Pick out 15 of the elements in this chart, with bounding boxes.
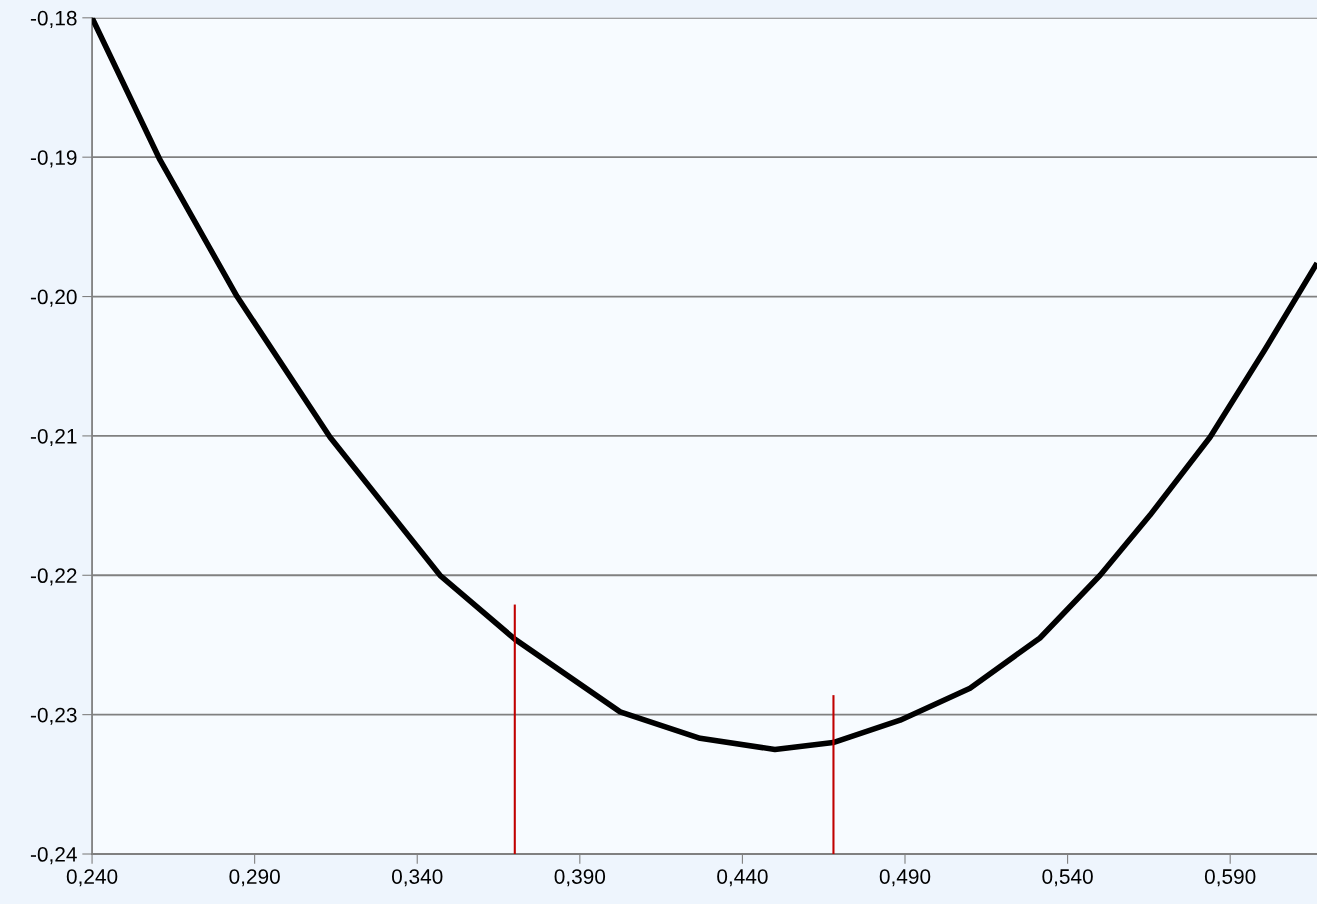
y-tick-label: -0,24 (30, 847, 77, 865)
x-tick-label: 0,340 (391, 869, 443, 887)
y-tick-label: -0,21 (30, 428, 77, 447)
x-tick-label: 0,290 (229, 869, 280, 887)
y-tick-label: -0,20 (30, 289, 77, 307)
x-tick-label: 0,240 (66, 869, 118, 887)
x-tick-label: 0,540 (1042, 869, 1093, 887)
x-tick-label: 0,390 (554, 869, 606, 887)
x-tick-label: 0,590 (1204, 869, 1256, 887)
y-tick-label: -0,23 (30, 707, 77, 725)
x-tick-label: 0,440 (717, 869, 768, 887)
x-tick-label: 0,490 (879, 869, 931, 887)
y-tick-label: -0,18 (30, 10, 77, 29)
y-tick-label: -0,22 (30, 568, 77, 586)
y-tick-label: -0,19 (30, 150, 77, 168)
